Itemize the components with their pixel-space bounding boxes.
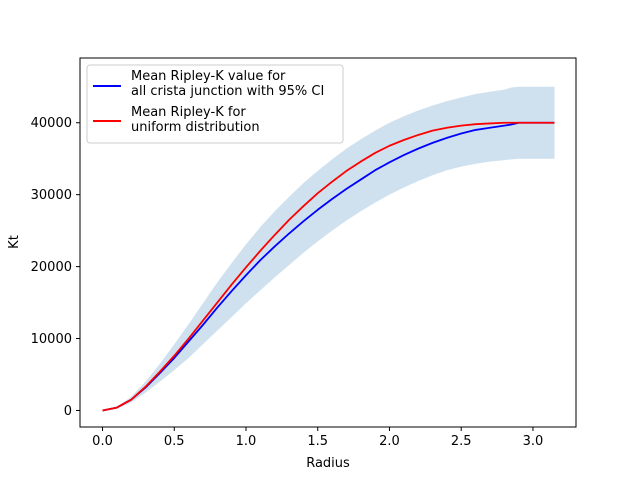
x-tick-label: 0.5 xyxy=(164,434,185,449)
x-axis-ticks: 0.0 0.5 1.0 1.5 2.0 2.5 3.0 xyxy=(92,427,543,449)
x-tick-label: 2.5 xyxy=(451,434,472,449)
axes-frame xyxy=(79,57,577,428)
x-tick-label: 3.0 xyxy=(523,434,544,449)
legend-label-mean-ripley-k-ci: Mean Ripley-K value for all crista juncti… xyxy=(131,69,324,99)
y-tick-label: 10000 xyxy=(31,332,72,347)
plot-area xyxy=(102,86,555,412)
y-tick-label: 20000 xyxy=(31,260,72,275)
legend-label-line: Mean Ripley-K value for xyxy=(131,69,286,84)
x-tick-label: 1.5 xyxy=(307,434,328,449)
y-tick-label: 0 xyxy=(64,404,72,419)
series-lines xyxy=(102,121,555,412)
y-axis-label: Kt xyxy=(7,235,22,249)
y-tick-label: 30000 xyxy=(31,188,72,203)
x-tick-label: 0.0 xyxy=(92,434,113,449)
x-tick-label: 1.0 xyxy=(236,434,257,449)
series-line-mean-ripley-k-ci xyxy=(102,121,555,412)
y-tick-label: 40000 xyxy=(31,116,72,131)
x-axis-label: Radius xyxy=(306,456,350,471)
x-tick-label: 2.0 xyxy=(379,434,400,449)
legend: Mean Ripley-K value for all crista juncti… xyxy=(86,64,344,144)
confidence-interval-band xyxy=(102,86,555,411)
series-line-uniform xyxy=(102,121,555,412)
legend-box xyxy=(86,64,344,144)
legend-label-line: Mean Ripley-K for xyxy=(131,105,246,120)
legend-label-line: all crista junction with 95% CI xyxy=(131,84,324,99)
y-axis-ticks: 0 10000 20000 30000 40000 xyxy=(31,116,80,419)
legend-label-line: uniform distribution xyxy=(131,120,260,135)
legend-label-uniform: Mean Ripley-K for uniform distribution xyxy=(131,105,260,135)
